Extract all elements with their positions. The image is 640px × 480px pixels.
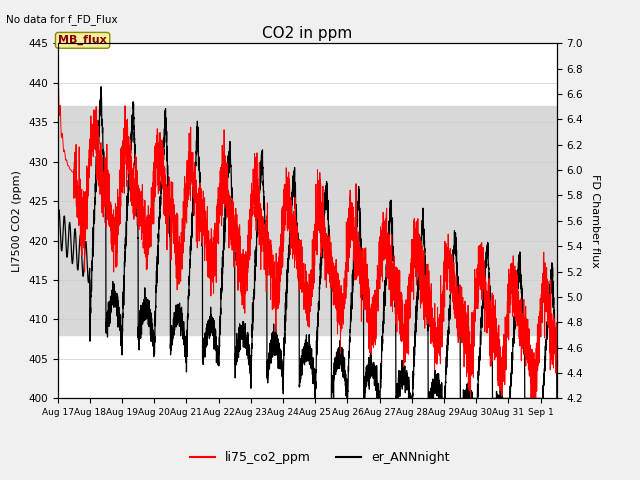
- Text: MB_flux: MB_flux: [58, 35, 107, 46]
- Y-axis label: FD Chamber flux: FD Chamber flux: [590, 174, 600, 268]
- Y-axis label: LI7500 CO2 (ppm): LI7500 CO2 (ppm): [12, 170, 22, 272]
- Text: No data for f_FD_Flux: No data for f_FD_Flux: [6, 14, 118, 25]
- Title: CO2 in ppm: CO2 in ppm: [262, 25, 353, 41]
- Legend: li75_co2_ppm, er_ANNnight: li75_co2_ppm, er_ANNnight: [186, 446, 454, 469]
- Bar: [58, 107, 557, 335]
